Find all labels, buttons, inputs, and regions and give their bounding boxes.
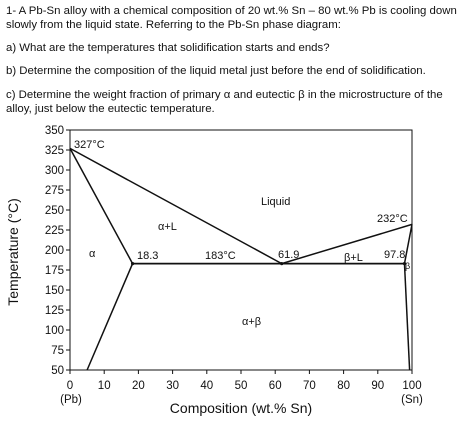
plot-frame [69, 129, 413, 371]
solvus-alpha-line [86, 263, 134, 371]
label-alpha: α [89, 248, 96, 260]
x-axis-label: Composition (wt.% Sn) [170, 400, 312, 416]
solidus-beta-line [403, 224, 413, 264]
x-tick-label: 60 [269, 380, 282, 392]
label-alpha-max: 18.3 [137, 250, 158, 262]
question-part-c-line-1: c) Determine the weight fraction of prim… [6, 89, 443, 101]
liquidus-alpha-line [69, 147, 283, 265]
x-axis-ticks: 0 10 20 30 40 50 60 70 80 90 100 [67, 370, 422, 392]
x-tick-label: 10 [98, 380, 111, 392]
label-beta: β [405, 261, 410, 271]
question-part-b: b) Determine the composition of the liqu… [6, 65, 426, 77]
y-tick-label: 50 [51, 365, 64, 377]
x-tick-label: 30 [166, 380, 179, 392]
y-tick-label: 150 [45, 285, 64, 297]
liquidus-beta-line [281, 223, 413, 265]
y-axis-label: Temperature (°C) [5, 198, 21, 306]
y-tick-label: 350 [45, 125, 64, 137]
y-tick-label: 325 [45, 145, 64, 157]
x-tick-label: 40 [200, 380, 213, 392]
y-tick-label: 100 [45, 325, 64, 337]
x-tick-label: 50 [235, 380, 248, 392]
x-tick-label: 100 [402, 380, 421, 392]
x-tick-label: 90 [371, 380, 384, 392]
y-tick-label: 300 [45, 165, 64, 177]
x-right-end-label: (Sn) [401, 394, 423, 406]
y-tick-label: 175 [45, 265, 64, 277]
y-tick-label: 225 [45, 225, 64, 237]
label-alpha-beta: α+β [242, 316, 261, 328]
label-eutectic-comp: 61.9 [278, 249, 299, 261]
label-sn-melt: 232°C [377, 213, 408, 225]
x-tick-label: 80 [337, 380, 350, 392]
question-part-a: a) What are the temperatures that solidi… [6, 42, 330, 54]
y-axis-ticks: 350 325 300 275 250 225 200 175 150 125 100 75 50 [45, 125, 70, 377]
label-liquid: Liquid [261, 196, 290, 208]
question-part-c-line-2: alloy, just below the eutectic temperatu… [6, 103, 215, 115]
y-tick-label: 125 [45, 305, 64, 317]
y-tick-label: 250 [45, 205, 64, 217]
x-tick-label: 0 [67, 380, 73, 392]
label-pb-melt: 327°C [74, 139, 105, 151]
phase-boundary-lines [69, 147, 413, 371]
label-beta-max: 97.8 [384, 249, 405, 261]
x-tick-label: 20 [132, 380, 145, 392]
phase-point-marker [402, 262, 407, 266]
label-eutectic-temp: 183°C [205, 250, 236, 262]
y-tick-label: 275 [45, 185, 64, 197]
phase-point-marker [130, 262, 135, 266]
x-left-end-label: (Pb) [60, 394, 82, 406]
label-beta-liquid: β+L [344, 252, 363, 264]
label-alpha-liquid: α+L [158, 221, 177, 233]
solvus-beta-line [403, 263, 411, 371]
phase-point-marker [280, 262, 284, 266]
y-tick-label: 200 [45, 245, 64, 257]
y-tick-label: 75 [51, 345, 64, 357]
solidus-alpha-line [69, 148, 134, 264]
x-tick-label: 70 [303, 380, 316, 392]
question-intro-line-2: slowly from the liquid state. Referring … [6, 19, 341, 31]
question-intro-line-1: 1- A Pb-Sn alloy with a chemical composi… [6, 5, 457, 17]
